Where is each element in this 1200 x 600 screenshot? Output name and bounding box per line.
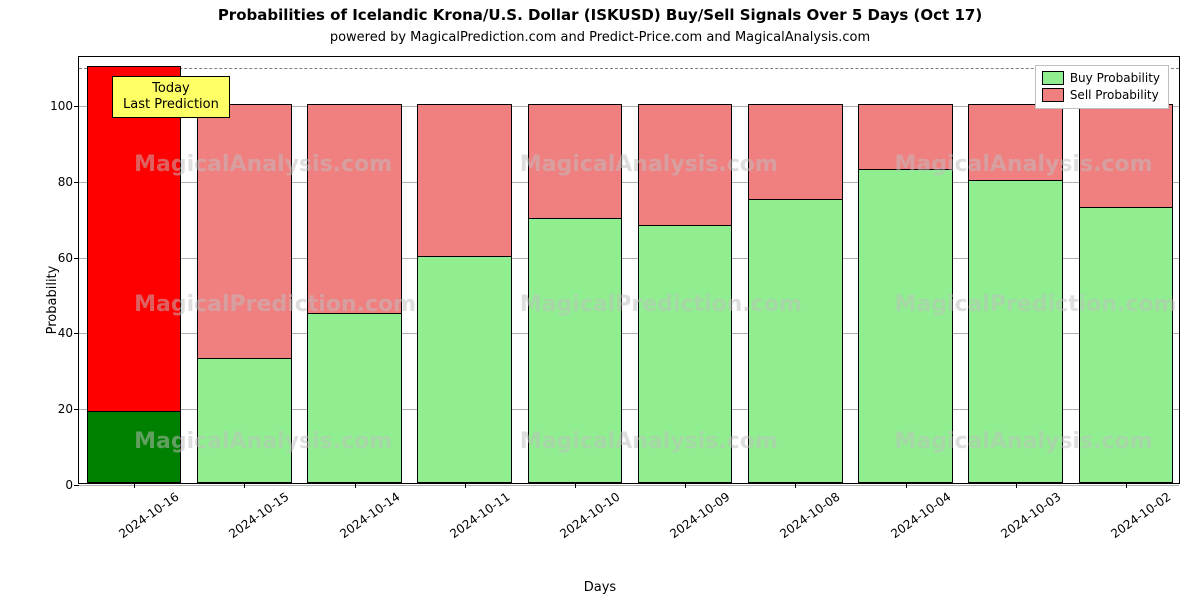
legend-swatch	[1042, 88, 1064, 102]
top-reference-line	[79, 68, 1179, 69]
legend-swatch	[1042, 71, 1064, 85]
x-tick-mark	[795, 483, 796, 488]
today-callout: TodayLast Prediction	[112, 76, 230, 119]
x-tick-label: 2024-10-03	[993, 483, 1063, 541]
x-tick-mark	[465, 483, 466, 488]
x-tick-label: 2024-10-08	[773, 483, 843, 541]
callout-line: Today	[123, 81, 219, 97]
legend-sell: Sell Probability	[1042, 87, 1160, 104]
x-tick-label: 2024-10-15	[222, 483, 292, 541]
y-tick-label: 40	[58, 326, 79, 340]
x-tick-mark	[134, 483, 135, 488]
bar-buy	[858, 169, 953, 483]
y-tick-label: 20	[58, 402, 79, 416]
x-tick-mark	[685, 483, 686, 488]
y-tick-label: 100	[50, 99, 79, 113]
bar-buy	[417, 256, 512, 483]
bar-buy	[1079, 207, 1174, 483]
y-tick-label: 60	[58, 251, 79, 265]
legend-buy: Buy Probability	[1042, 70, 1160, 87]
bar-buy	[307, 313, 402, 483]
x-tick-label: 2024-10-11	[442, 483, 512, 541]
bar-buy	[197, 358, 292, 483]
bar-buy	[87, 411, 182, 483]
x-tick-label: 2024-10-10	[553, 483, 623, 541]
x-tick-mark	[1016, 483, 1017, 488]
x-tick-label: 2024-10-04	[883, 483, 953, 541]
bar-buy	[638, 225, 733, 483]
y-tick-label: 0	[65, 478, 79, 492]
x-tick-mark	[244, 483, 245, 488]
x-tick-label: 2024-10-14	[332, 483, 402, 541]
x-tick-label: 2024-10-02	[1104, 483, 1174, 541]
callout-line: Last Prediction	[123, 97, 219, 113]
chart-subtitle: powered by MagicalPrediction.com and Pre…	[0, 30, 1200, 45]
chart-figure: Probabilities of Icelandic Krona/U.S. Do…	[0, 0, 1200, 600]
y-tick-label: 80	[58, 175, 79, 189]
y-axis-label: Probability	[45, 266, 60, 335]
chart-title: Probabilities of Icelandic Krona/U.S. Do…	[0, 6, 1200, 24]
legend: Buy ProbabilitySell Probability	[1035, 65, 1169, 109]
x-tick-mark	[355, 483, 356, 488]
bar-buy	[968, 180, 1063, 483]
bar-buy	[528, 218, 623, 483]
plot-area: MagicalAnalysis.comMagicalAnalysis.comMa…	[78, 56, 1180, 484]
x-tick-label: 2024-10-16	[112, 483, 182, 541]
bar-buy	[748, 199, 843, 483]
x-tick-mark	[575, 483, 576, 488]
x-tick-mark	[906, 483, 907, 488]
x-tick-label: 2024-10-09	[663, 483, 733, 541]
x-axis-label: Days	[0, 580, 1200, 595]
x-tick-mark	[1126, 483, 1127, 488]
legend-label: Buy Probability	[1070, 70, 1160, 87]
legend-label: Sell Probability	[1070, 87, 1159, 104]
